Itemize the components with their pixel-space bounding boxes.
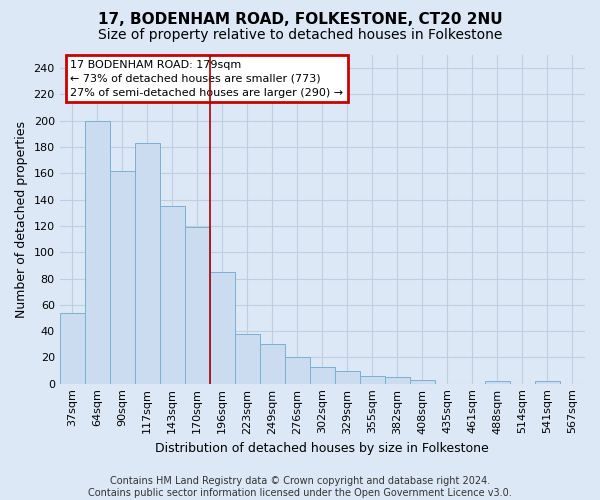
Bar bbox=[360, 376, 385, 384]
Bar bbox=[385, 377, 410, 384]
Bar bbox=[410, 380, 435, 384]
Bar bbox=[260, 344, 285, 384]
Bar bbox=[160, 206, 185, 384]
X-axis label: Distribution of detached houses by size in Folkestone: Distribution of detached houses by size … bbox=[155, 442, 489, 455]
Text: Size of property relative to detached houses in Folkestone: Size of property relative to detached ho… bbox=[98, 28, 502, 42]
Bar bbox=[535, 381, 560, 384]
Bar bbox=[210, 272, 235, 384]
Bar bbox=[185, 227, 210, 384]
Text: Contains HM Land Registry data © Crown copyright and database right 2024.
Contai: Contains HM Land Registry data © Crown c… bbox=[88, 476, 512, 498]
Bar bbox=[335, 370, 360, 384]
Y-axis label: Number of detached properties: Number of detached properties bbox=[15, 121, 28, 318]
Bar bbox=[110, 170, 135, 384]
Bar bbox=[85, 120, 110, 384]
Bar bbox=[285, 358, 310, 384]
Bar bbox=[310, 366, 335, 384]
Bar bbox=[235, 334, 260, 384]
Text: 17 BODENHAM ROAD: 179sqm
← 73% of detached houses are smaller (773)
27% of semi-: 17 BODENHAM ROAD: 179sqm ← 73% of detach… bbox=[70, 60, 343, 98]
Bar bbox=[485, 381, 510, 384]
Bar bbox=[135, 143, 160, 384]
Text: 17, BODENHAM ROAD, FOLKESTONE, CT20 2NU: 17, BODENHAM ROAD, FOLKESTONE, CT20 2NU bbox=[98, 12, 502, 28]
Bar bbox=[59, 312, 85, 384]
